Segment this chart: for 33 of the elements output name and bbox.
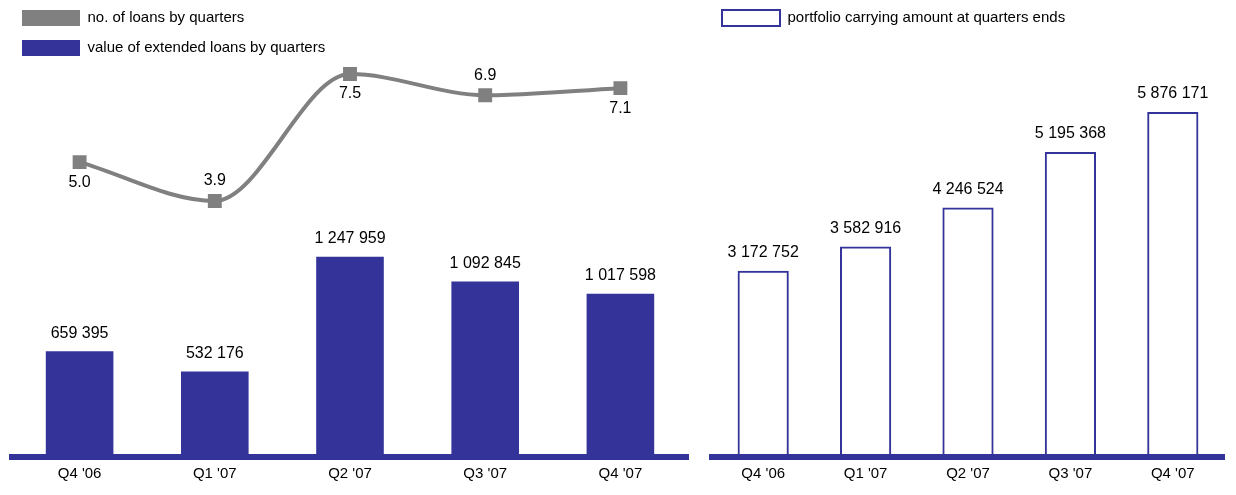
legend-label: no. of loans by quarters [87,8,245,26]
point [478,88,493,103]
x-tick-label: Q2 '07 [328,464,372,482]
legend-label: portfolio carrying amount at quarters ends [787,8,1066,26]
point [343,67,357,82]
x-tick-label: Q4 '07 [1150,464,1195,482]
x-tick-label: Q2 '07 [946,464,990,482]
data-label: 3.9 [203,171,227,189]
x-tick-label: Q3 '07 [463,464,508,482]
x-tick-label: Q3 '07 [1048,464,1093,482]
data-label: 5 195 368 [1034,124,1107,142]
data-label: 532 176 [185,343,244,361]
point [72,155,87,170]
data-label: 1 092 845 [449,254,521,271]
data-label: 5 876 171 [1137,84,1209,102]
data-label: 7.1 [609,98,632,116]
x-tick-label: Q4 '07 [598,464,643,482]
data-label: 1 247 959 [314,229,386,247]
x-tick-label: Q4 '06 [741,464,786,482]
point [207,193,222,208]
data-label: 1 017 598 [584,266,657,284]
data-label: 5.0 [68,172,91,190]
x-tick-label: Q1 '07 [192,464,237,482]
data-label: 3 582 916 [830,219,902,236]
x-tick-label: Q1 '07 [843,464,888,482]
data-label: 4 246 524 [932,180,1004,198]
data-label: 3 172 752 [727,243,799,261]
point [613,81,628,96]
data-label: 7.5 [338,84,362,102]
data-label: 659 395 [50,323,109,341]
x-tick-label: Q4 '06 [57,464,102,482]
legend-label: value of extended loans by quarters [87,38,326,56]
data-label: 6.9 [474,65,497,83]
